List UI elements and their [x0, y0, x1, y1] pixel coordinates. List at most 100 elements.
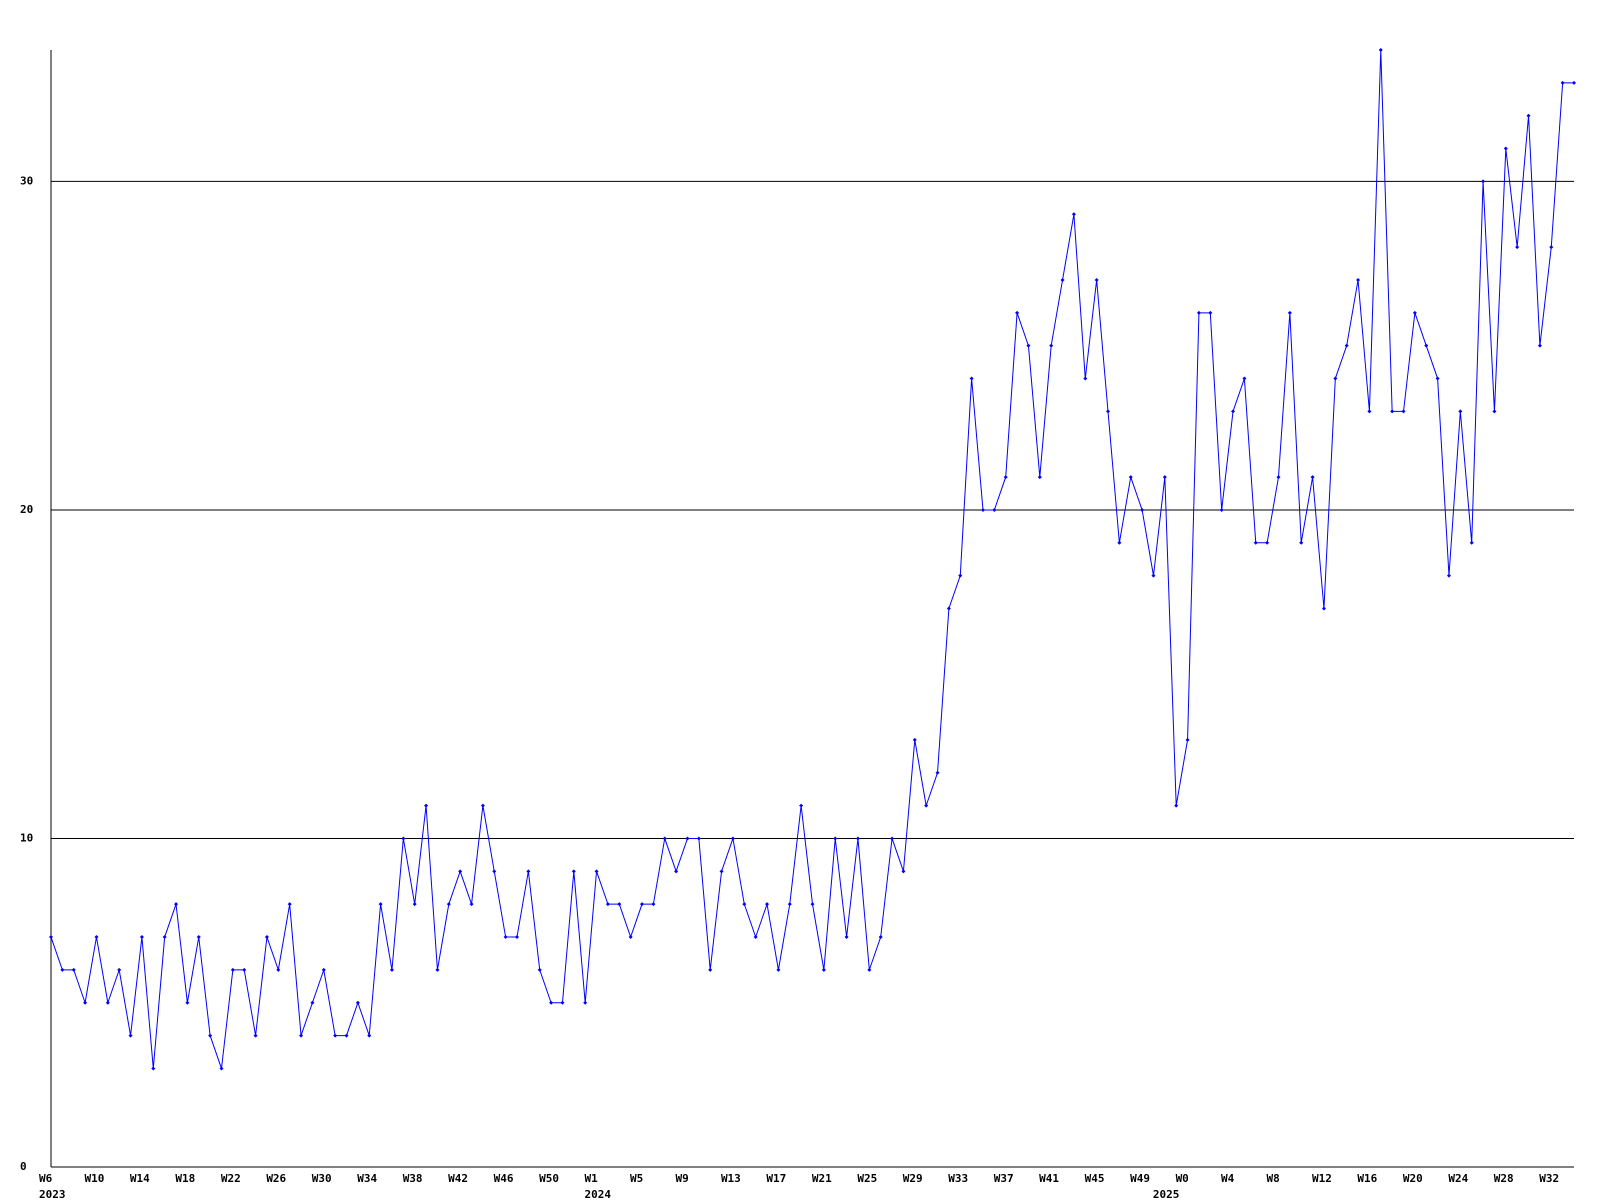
point [242, 967, 247, 972]
x-tick-label: W8 [1266, 1172, 1279, 1185]
point [719, 869, 724, 874]
point [1537, 343, 1542, 348]
point [1356, 277, 1361, 282]
point [617, 902, 622, 907]
point [833, 836, 838, 841]
point [1378, 48, 1383, 52]
point [628, 935, 633, 940]
point [980, 507, 985, 512]
point [1321, 606, 1326, 611]
point [94, 935, 99, 940]
point [1253, 540, 1258, 545]
point [1219, 507, 1224, 512]
point [1231, 409, 1236, 414]
point [1435, 376, 1440, 381]
point [1162, 475, 1167, 480]
point [412, 902, 417, 907]
point [344, 1033, 349, 1038]
point [480, 803, 485, 808]
x-tick-label: W21 [812, 1172, 832, 1185]
point [1185, 737, 1190, 742]
point [1549, 245, 1554, 250]
point [230, 967, 235, 972]
point [60, 967, 65, 972]
point [1526, 113, 1531, 118]
point [571, 869, 576, 874]
point [730, 836, 735, 841]
point [83, 1000, 88, 1005]
point [503, 935, 508, 940]
point [685, 836, 690, 841]
point [1106, 409, 1111, 414]
x-tick-label: W0 [1176, 1172, 1189, 1185]
point [674, 869, 679, 874]
point [299, 1033, 304, 1038]
x-tick-label: W5 [630, 1172, 643, 1185]
point [662, 836, 667, 841]
point [185, 1000, 190, 1005]
point [492, 869, 497, 874]
point [1117, 540, 1122, 545]
x-tick-label: W6 [39, 1172, 53, 1185]
x-tick-label: W17 [766, 1172, 786, 1185]
point [333, 1033, 338, 1038]
point [1265, 540, 1270, 545]
point [560, 1000, 565, 1005]
point [378, 902, 383, 907]
point [151, 1066, 156, 1071]
point [1049, 343, 1054, 348]
y-tick-label: 0 [20, 1160, 27, 1173]
point [958, 573, 963, 578]
y-tick-label: 10 [20, 831, 33, 844]
point [1469, 540, 1474, 545]
x-tick-label: W28 [1494, 1172, 1514, 1185]
x-tick-label: W14 [130, 1172, 150, 1185]
x-tick-label: W25 [857, 1172, 877, 1185]
point [878, 935, 883, 940]
point [446, 902, 451, 907]
x-tick-label: W10 [84, 1172, 104, 1185]
point [594, 869, 599, 874]
point [1299, 540, 1304, 545]
point [367, 1033, 372, 1038]
point [196, 935, 201, 940]
point [799, 803, 804, 808]
point [1412, 310, 1417, 315]
point [105, 1000, 110, 1005]
point [287, 902, 292, 907]
point [253, 1033, 258, 1038]
y-tick-label: 30 [20, 174, 33, 187]
point [549, 1000, 554, 1005]
x-tick-label: W16 [1357, 1172, 1377, 1185]
x-year-label: 2024 [585, 1188, 612, 1200]
point [276, 967, 281, 972]
point [1083, 376, 1088, 381]
point [935, 770, 940, 775]
point [117, 967, 122, 972]
x-tick-label: W49 [1130, 1172, 1150, 1185]
point [946, 606, 951, 611]
point [605, 902, 610, 907]
point [1071, 212, 1076, 217]
x-tick-label: W50 [539, 1172, 559, 1185]
point [1401, 409, 1406, 414]
x-tick-label: W33 [948, 1172, 968, 1185]
point [1515, 245, 1520, 250]
point [924, 803, 929, 808]
point [844, 935, 849, 940]
x-year-label: 2025 [1153, 1188, 1180, 1200]
point [1015, 310, 1020, 315]
point [1094, 277, 1099, 282]
x-tick-label: W18 [175, 1172, 195, 1185]
point [514, 935, 519, 940]
point [1344, 343, 1349, 348]
point [912, 737, 917, 742]
point [776, 967, 781, 972]
point [1572, 80, 1576, 85]
point [71, 967, 76, 972]
x-tick-label: W24 [1448, 1172, 1468, 1185]
point [1026, 343, 1031, 348]
point [174, 902, 179, 907]
point [1481, 179, 1486, 184]
